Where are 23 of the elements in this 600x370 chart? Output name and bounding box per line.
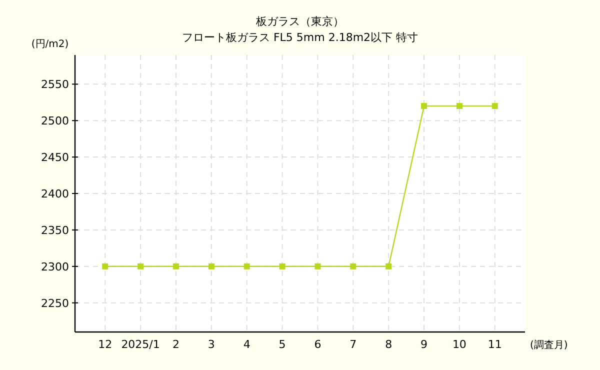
x-tick-label: 12 xyxy=(98,338,112,351)
y-tick-label: 2450 xyxy=(41,151,69,164)
y-tick-label: 2250 xyxy=(41,296,69,310)
y-tick-label: 2550 xyxy=(41,78,69,92)
x-tick-label: 3 xyxy=(208,338,215,351)
x-tick-label: 10 xyxy=(452,338,466,351)
y-tick-label: 2400 xyxy=(41,188,69,200)
chart-subtitle: フロート板ガラス FL5 5mm 2.18m2以下 特寸 xyxy=(182,31,418,44)
chart-title: 板ガラス（東京） xyxy=(255,15,344,28)
y-axis-title: (円/m2) xyxy=(31,39,69,50)
x-tick-label: 2025/1 xyxy=(121,338,160,351)
x-tick-label: 5 xyxy=(278,338,286,351)
x-tick-label: 6 xyxy=(314,338,322,351)
x-tick-label: 9 xyxy=(420,338,428,351)
x-tick-label: 4 xyxy=(243,338,250,351)
x-tick-label: 2 xyxy=(172,338,180,351)
y-tick-label: 2500 xyxy=(41,114,69,128)
x-axis-title: (調査月) xyxy=(530,339,568,351)
x-tick-label: 11 xyxy=(488,338,502,351)
y-tick-label: 2350 xyxy=(41,224,69,237)
x-tick-label: 7 xyxy=(350,338,357,351)
y-tick-label: 2300 xyxy=(41,260,69,274)
x-tick-label: 8 xyxy=(385,338,392,351)
